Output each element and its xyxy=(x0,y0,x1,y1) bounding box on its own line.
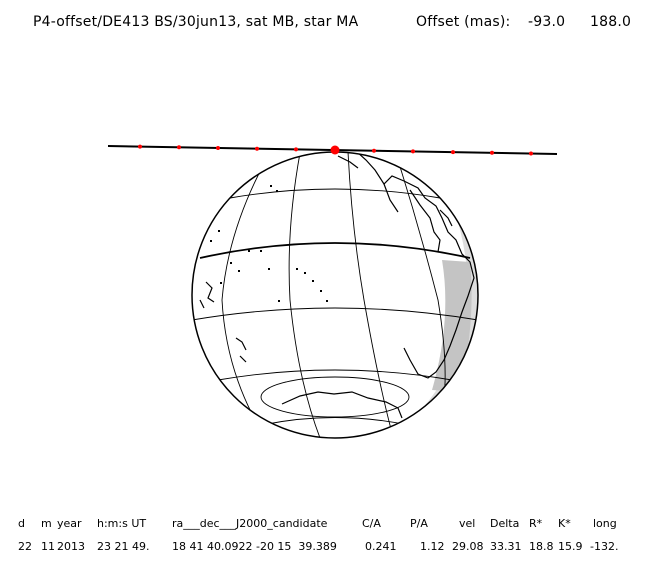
cell-long: -132. xyxy=(590,540,619,553)
cell-kstar: 15.9 xyxy=(558,540,583,553)
cell-ca: 0.241 xyxy=(365,540,397,553)
offset-x-value: -93.0 xyxy=(528,14,566,30)
timing-dots xyxy=(138,144,533,156)
col-header-vel: vel xyxy=(459,517,476,530)
cell-radec: 18 41 40.0922 -20 15 39.389 xyxy=(172,540,337,553)
antarctic-circle xyxy=(260,376,410,418)
pacific-islands xyxy=(210,185,328,302)
table-header-row: d m year h:m:s UT ra___dec___J2000_candi… xyxy=(0,517,647,533)
cell-pa: 1.12 xyxy=(420,540,445,553)
col-header-rstar: R* xyxy=(529,517,543,530)
col-header-year: year xyxy=(57,517,82,530)
col-header-kstar: K* xyxy=(558,517,571,530)
col-header-long: long xyxy=(593,517,617,530)
col-header-delta: Delta xyxy=(490,517,520,530)
offset-label: Offset (mas): xyxy=(416,14,511,30)
graticule xyxy=(192,152,478,438)
cell-rstar: 18.8 xyxy=(529,540,554,553)
cell-time: 23 21 49. xyxy=(97,540,150,553)
col-header-pa: P/A xyxy=(410,517,428,530)
globe xyxy=(191,151,479,439)
cell-year: 2013 xyxy=(57,540,85,553)
col-header-radec: ra___dec___J2000_candidate xyxy=(172,517,328,530)
offset-y-value: 188.0 xyxy=(590,14,632,30)
coastlines xyxy=(199,152,475,419)
cell-delta: 33.31 xyxy=(490,540,522,553)
table-values-row: 22 11 2013 23 21 49. 18 41 40.0922 -20 1… xyxy=(0,540,647,556)
col-header-month: m xyxy=(41,517,52,530)
col-header-time: h:m:s UT xyxy=(97,517,147,530)
globe-fill xyxy=(192,152,478,438)
twilight-shade xyxy=(432,260,472,392)
cell-vel: 29.08 xyxy=(452,540,484,553)
cell-month: 11 xyxy=(41,540,55,553)
col-header-day: d xyxy=(18,517,25,530)
cell-day: 22 xyxy=(18,540,32,553)
header-title: P4-offset/DE413 BS/30jun13, sat MB, star… xyxy=(33,14,359,30)
closest-approach-dot xyxy=(330,145,340,155)
shadow-track xyxy=(107,144,558,156)
col-header-ca: C/A xyxy=(362,517,381,530)
